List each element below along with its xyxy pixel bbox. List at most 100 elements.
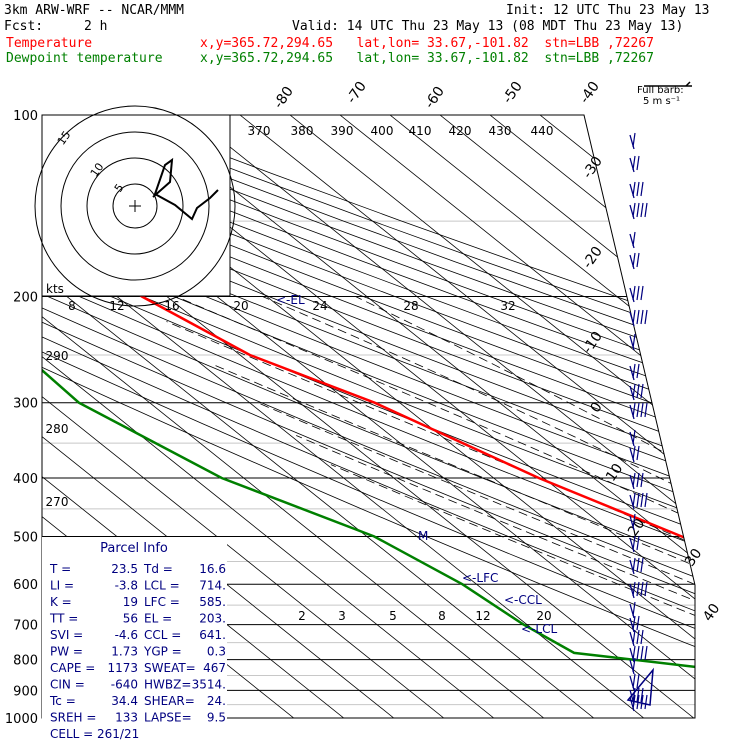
wind-barb-feather <box>632 687 636 703</box>
wind-barb-feather <box>640 581 644 597</box>
isotherm-line <box>289 115 695 718</box>
wind-barb-feather <box>636 181 640 197</box>
mixing-ratio-label: 12 <box>475 609 490 623</box>
mixing-ratio-label: 20 <box>536 609 551 623</box>
isotherm-label: -10 <box>580 329 606 357</box>
isotherm-label: -80 <box>271 84 297 112</box>
isotherm-label: -50 <box>500 79 526 107</box>
dry-adiabat-line <box>42 115 695 718</box>
isotherm-label: -60 <box>422 84 448 112</box>
wind-barb-feather <box>644 581 648 597</box>
dry-adiabat-line <box>42 115 695 718</box>
hodograph-kts-value: 8 <box>68 299 76 313</box>
parcel-field-value: -640 <box>111 678 138 692</box>
theta-label: 390 <box>331 124 354 138</box>
pressure-tick-label: 700 <box>13 619 38 634</box>
wind-barb-feather <box>636 285 640 301</box>
parcel-field-value: 56 <box>123 612 138 626</box>
moist-adiabat-line <box>262 296 695 718</box>
parcel-field-name: EL = <box>144 612 172 626</box>
wind-barb-feather <box>636 581 640 597</box>
hodograph-ring <box>112 183 158 229</box>
dewpoint-legend: Dewpoint temperature <box>6 51 163 66</box>
dry-adiabat-line <box>42 115 695 718</box>
hodograph-ring <box>60 131 210 281</box>
pressure-tick-label: 300 <box>13 397 38 412</box>
wind-barb-feather <box>636 445 640 461</box>
wind-barb-feather <box>632 429 636 445</box>
parcel-field-name: Td = <box>143 562 173 576</box>
wind-barb-feather <box>632 383 636 399</box>
wind-barb-feather <box>644 645 648 661</box>
theta-label: 380 <box>291 124 314 138</box>
ccl-marker: <-CCL <box>504 593 542 607</box>
dry-adiabat-line <box>42 115 695 718</box>
dewpoint-trace <box>42 115 695 692</box>
dry-adiabat-line <box>42 115 695 718</box>
dry-adiabat-line <box>42 115 695 718</box>
parcel-field-name: PW = <box>50 645 83 659</box>
forecast-hour: 2 h <box>84 19 108 34</box>
dry-adiabat-line <box>42 115 695 718</box>
isotherm-line <box>139 115 695 718</box>
parcel-field-value: 714. <box>199 579 226 593</box>
theta-label: 290 <box>46 349 69 363</box>
wind-barb-feather <box>632 615 636 631</box>
parcel-field-name: LCL = <box>144 579 180 593</box>
wind-barb-feather <box>636 383 640 399</box>
parcel-field-name: SVI = <box>50 628 83 642</box>
dry-adiabat-line <box>42 115 695 718</box>
isotherm-line <box>539 115 695 718</box>
wind-barb-feather <box>632 629 636 645</box>
parcel-field-name: T = <box>49 562 71 576</box>
wind-barb-feather <box>632 601 636 617</box>
wind-barb-feather <box>632 535 636 551</box>
wind-barb-feather <box>640 492 644 508</box>
wind-barb-feather <box>632 557 636 573</box>
theta-label: 270 <box>46 495 69 509</box>
isotherm-line <box>42 115 494 718</box>
isotherm-label: 30 <box>682 546 705 570</box>
valid-time: Valid: 14 UTC Thu 23 May 13 (08 MDT Thu … <box>292 19 684 34</box>
wind-barb-feather <box>636 252 640 268</box>
parcel-field-value: 9.5 <box>207 711 226 725</box>
parcel-field-value: 34.4 <box>111 694 138 708</box>
temperature-legend: Temperature <box>6 36 93 51</box>
wind-barb-feather <box>632 657 636 673</box>
wind-barb-feather <box>644 402 648 418</box>
isotherm-line <box>42 115 444 718</box>
wind-barb-feather <box>636 557 640 573</box>
wind-barb-feather <box>632 285 636 301</box>
wind-barb-feather <box>632 231 636 247</box>
parcel-field-name: Tc = <box>49 694 76 708</box>
isotherm-label: 40 <box>700 601 723 625</box>
mixing-ratio-label: 3 <box>338 609 346 623</box>
parcel-field-name: YGP = <box>143 645 182 659</box>
lcl-marker: <-LCL <box>521 622 557 636</box>
theta-label: 370 <box>248 124 271 138</box>
wind-barb-feather <box>636 155 640 171</box>
hodograph-kts-value: 12 <box>109 299 124 313</box>
wind-barb-feather <box>632 202 636 218</box>
pressure-tick-label: 200 <box>13 291 38 306</box>
temperature-location: x,y=365.72,294.65 lat,lon= 33.67,-101.82… <box>200 36 654 51</box>
mixing-ratio-label: 2 <box>298 609 306 623</box>
hodograph-kts-value: 24 <box>312 299 327 313</box>
isotherm-line <box>42 115 594 718</box>
parcel-field-value: 24. <box>207 694 226 708</box>
hodograph-kts-value: 32 <box>500 299 515 313</box>
parcel-field-value: -3.8 <box>115 579 138 593</box>
mixing-ratio-label: 8 <box>438 609 446 623</box>
moist-adiabat-line <box>257 402 695 718</box>
pressure-tick-label: 900 <box>13 684 38 699</box>
parcel-field-value: 1.73 <box>111 645 138 659</box>
wind-barb-feather <box>632 252 636 268</box>
wind-barb-feather <box>640 472 644 488</box>
parcel-field-name: LI = <box>50 579 74 593</box>
parcel-field-name: CIN = <box>50 678 85 692</box>
dry-adiabat-line <box>42 115 695 718</box>
isotherm-label: 0 <box>588 399 606 415</box>
isotherm-label: -20 <box>580 244 606 272</box>
wind-barb-feather <box>636 402 640 418</box>
wind-barb-feather <box>632 673 636 689</box>
